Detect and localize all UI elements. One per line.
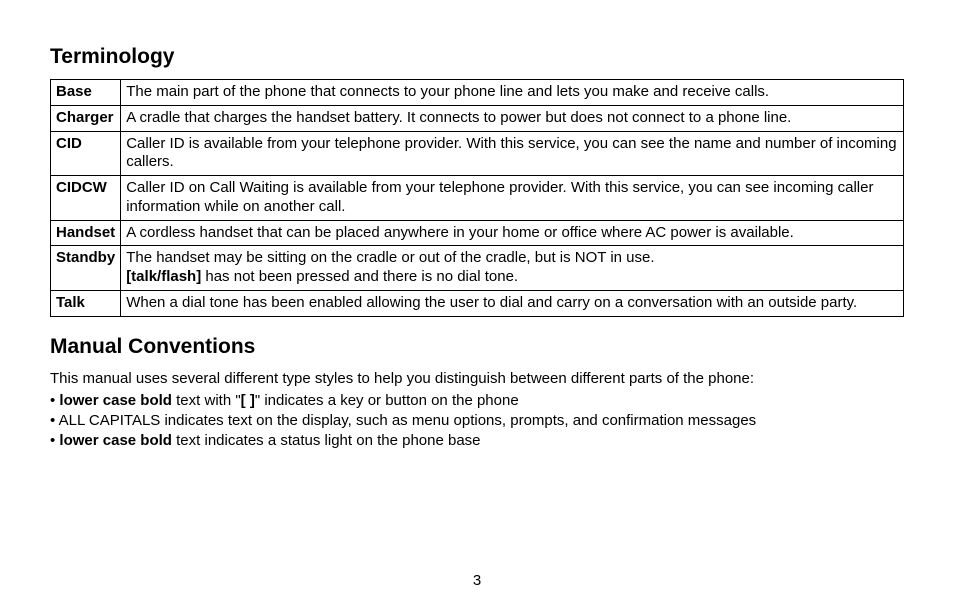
list-item: lower case bold text indicates a status … (50, 431, 904, 451)
term-cell: Talk (51, 290, 121, 316)
list-item: ALL CAPITALS indicates text on the displ… (50, 411, 904, 431)
definition-cell: The handset may be sitting on the cradle… (121, 246, 904, 291)
definition-cell: The main part of the phone that connects… (121, 80, 904, 106)
table-row: Talk When a dial tone has been enabled a… (51, 290, 904, 316)
definition-cell: Caller ID is available from your telepho… (121, 131, 904, 176)
table-row: Standby The handset may be sitting on th… (51, 246, 904, 291)
conventions-intro: This manual uses several different type … (50, 369, 904, 389)
definition-cell: A cordless handset that can be placed an… (121, 220, 904, 246)
term-cell: CIDCW (51, 176, 121, 221)
term-cell: Charger (51, 105, 121, 131)
terminology-heading: Terminology (50, 45, 904, 69)
table-row: Charger A cradle that charges the handse… (51, 105, 904, 131)
conventions-heading: Manual Conventions (50, 335, 904, 359)
term-cell: CID (51, 131, 121, 176)
table-row: CID Caller ID is available from your tel… (51, 131, 904, 176)
definition-cell: Caller ID on Call Waiting is available f… (121, 176, 904, 221)
definition-cell: A cradle that charges the handset batter… (121, 105, 904, 131)
term-cell: Handset (51, 220, 121, 246)
term-cell: Base (51, 80, 121, 106)
terminology-table: Base The main part of the phone that con… (50, 79, 904, 317)
term-cell: Standby (51, 246, 121, 291)
table-row: Handset A cordless handset that can be p… (51, 220, 904, 246)
page-number: 3 (0, 572, 954, 589)
table-row: CIDCW Caller ID on Call Waiting is avail… (51, 176, 904, 221)
table-row: Base The main part of the phone that con… (51, 80, 904, 106)
definition-cell: When a dial tone has been enabled allowi… (121, 290, 904, 316)
conventions-list: lower case bold text with "[ ]" indicate… (50, 391, 904, 452)
list-item: lower case bold text with "[ ]" indicate… (50, 391, 904, 411)
